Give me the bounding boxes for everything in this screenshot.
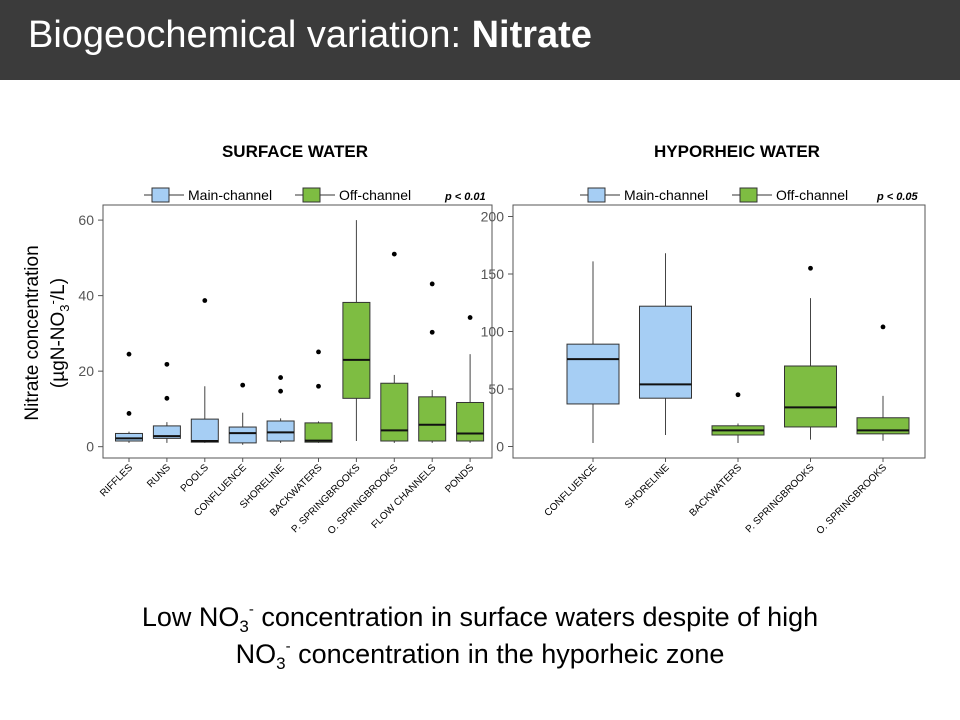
box-riffles: RIFFLES xyxy=(98,351,143,499)
outlier-point xyxy=(735,392,741,398)
x-tick-label: O. SPRINGBROOKS xyxy=(815,462,890,537)
outlier-point xyxy=(391,251,397,257)
x-tick-label: FLOW CHANNELS xyxy=(370,462,439,531)
caption-line-1: Low NO3- concentration in surface waters… xyxy=(141,601,819,636)
x-tick-label: O. SPRINGBROOKS xyxy=(326,462,401,537)
box-iqr xyxy=(115,432,143,442)
outlier-point xyxy=(164,395,170,401)
x-tick-label: P. SPRINGBROOKS xyxy=(290,462,363,535)
x-tick-label: BACKWATERS xyxy=(688,462,745,519)
y-tick-label: 20 xyxy=(78,363,94,379)
y-tick-label: 200 xyxy=(481,209,505,225)
outlier-point xyxy=(126,351,132,357)
legend-main-label: Main-channel xyxy=(188,187,272,203)
box-ponds: PONDS xyxy=(443,315,485,495)
x-tick-label: CONFLUENCE xyxy=(543,462,600,519)
box-iqr xyxy=(380,382,409,442)
y-tick-label: 0 xyxy=(86,439,94,455)
legend-p-value: p < 0.01 xyxy=(444,191,486,203)
y-axis-title-line-2: (µgN-NO3-/L) xyxy=(45,278,72,388)
legend-main-swatch xyxy=(151,187,170,203)
outlier-point xyxy=(316,383,321,389)
box-iqr xyxy=(342,301,371,399)
box-iqr xyxy=(784,365,837,428)
box-iqr xyxy=(856,417,910,435)
x-tick-label: POOLS xyxy=(179,462,211,494)
hyporheic-water-label: HYPORHEIC WATER xyxy=(654,142,820,161)
y-tick-label: 50 xyxy=(488,381,504,397)
box-iqr xyxy=(418,396,447,442)
x-tick-label: RIFFLES xyxy=(98,462,135,499)
box-shoreline: SHORELINE xyxy=(623,253,692,511)
plot-frame xyxy=(102,204,493,459)
y-tick-label: 100 xyxy=(481,324,505,340)
legend-off-swatch xyxy=(302,187,321,203)
box-iqr xyxy=(456,401,485,442)
outlier-point xyxy=(278,375,283,380)
box-pools: POOLS xyxy=(179,298,219,494)
box-iqr xyxy=(190,418,219,443)
legend-p-value: p < 0.05 xyxy=(876,191,919,203)
legend: Main-channel Off-channel p < 0.01 xyxy=(144,187,486,203)
box-runs: RUNS xyxy=(145,361,181,490)
box-iqr xyxy=(228,426,257,444)
y-tick-label: 150 xyxy=(481,266,505,282)
box-iqr xyxy=(266,420,295,442)
caption-line-2: NO3- concentration in the hyporheic zone xyxy=(235,638,725,673)
x-tick-label: SHORELINE xyxy=(623,462,672,511)
y-axis-title-line-1: Nitrate concentration xyxy=(22,245,43,420)
legend-main-label: Main-channel xyxy=(624,187,708,203)
x-tick-label: P. SPRINGBROOKS xyxy=(744,462,817,535)
y-tick-label: 40 xyxy=(78,288,94,304)
outlier-point xyxy=(467,315,473,320)
outlier-point xyxy=(880,324,886,330)
y-tick-label: 60 xyxy=(78,212,94,228)
outlier-point xyxy=(429,329,435,335)
legend-off-swatch xyxy=(739,187,758,203)
outlier-point xyxy=(808,265,813,271)
box-iqr xyxy=(639,305,692,399)
title-bar: Biogeochemical variation: Nitrate xyxy=(0,0,960,80)
title-regular: Biogeochemical variation: xyxy=(28,14,472,56)
outlier-point xyxy=(240,382,246,388)
x-tick-label: RUNS xyxy=(145,462,173,490)
chart-panel-2: Main-channel Off-channel p < 0.05 0 50 100 150… xyxy=(481,187,926,537)
title-bold: Nitrate xyxy=(471,14,592,56)
outlier-point xyxy=(316,349,321,355)
box-p-springbrooks: P. SPRINGBROOKS xyxy=(744,265,837,535)
box-o-springbrooks: O. SPRINGBROOKS xyxy=(815,324,910,537)
box-confluence: CONFLUENCE xyxy=(543,261,620,519)
box-iqr xyxy=(566,343,620,405)
legend: Main-channel Off-channel p < 0.05 xyxy=(580,187,919,203)
outlier-point xyxy=(202,298,208,303)
legend-off-label: Off-channel xyxy=(339,187,411,203)
box-iqr xyxy=(304,422,333,443)
outlier-point xyxy=(164,361,170,367)
surface-water-label: SURFACE WATER xyxy=(221,142,369,161)
slide-title: Biogeochemical variation: Nitrate xyxy=(28,14,592,57)
box-backwaters: BACKWATERS xyxy=(688,392,765,519)
chart-panel-1: Main-channel Off-channel p < 0.01 0 20 40 60 RI… xyxy=(78,187,493,537)
y-tick-label: 0 xyxy=(496,439,504,455)
outlier-point xyxy=(126,411,132,416)
legend-main-swatch xyxy=(587,187,606,203)
legend-off-label: Off-channel xyxy=(776,187,848,203)
outlier-point xyxy=(429,281,435,287)
x-tick-label: PONDS xyxy=(443,462,476,495)
outlier-point xyxy=(278,388,283,394)
